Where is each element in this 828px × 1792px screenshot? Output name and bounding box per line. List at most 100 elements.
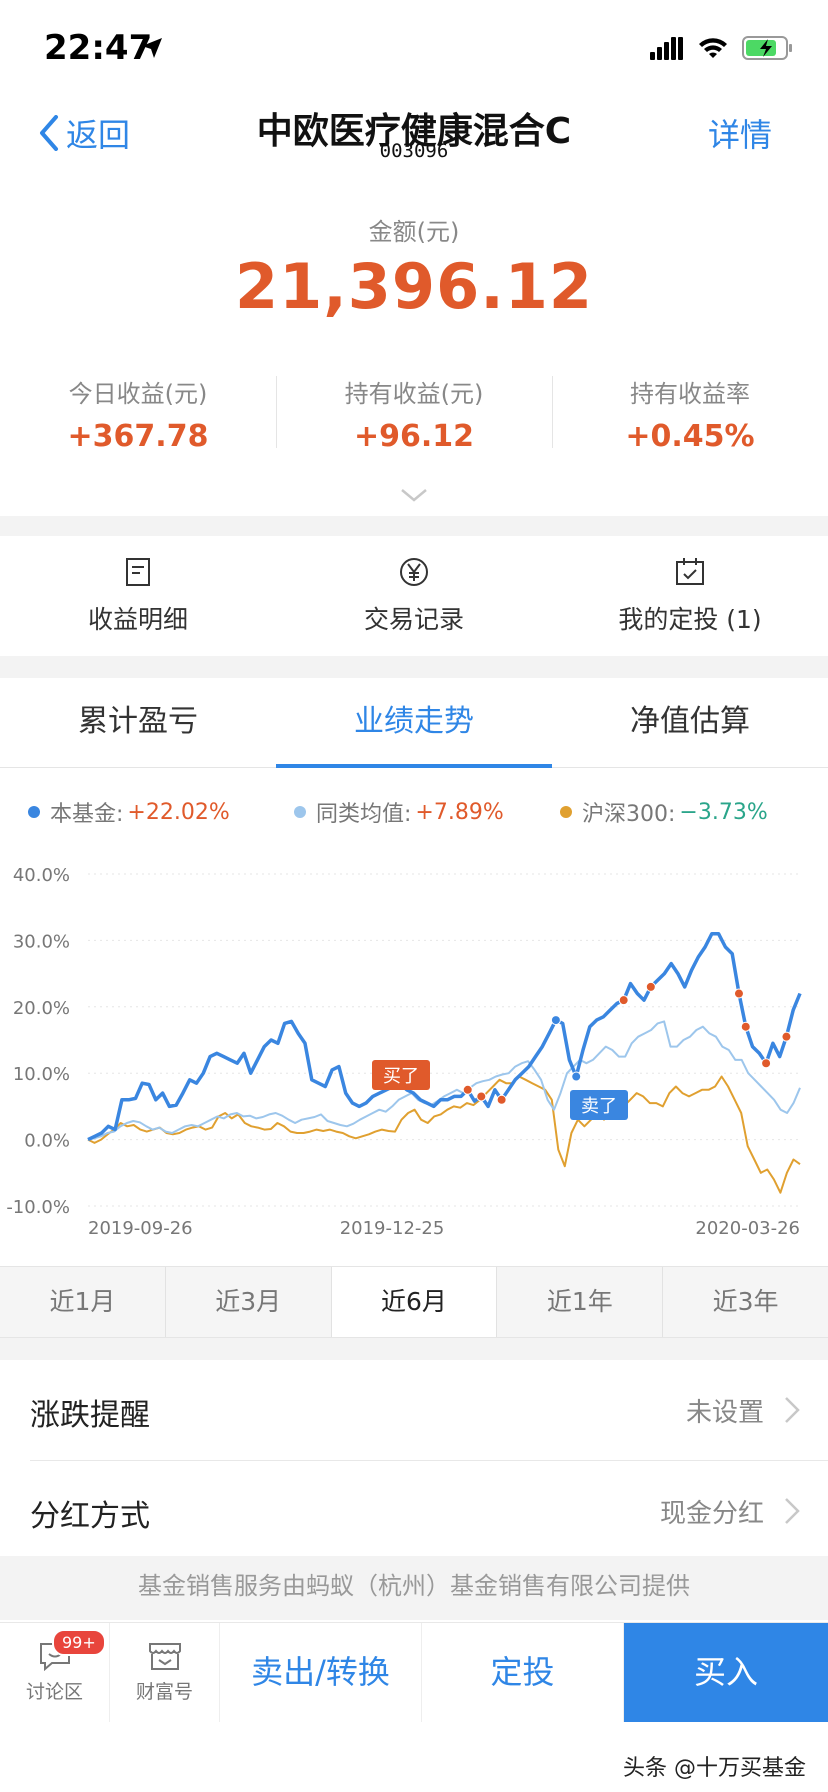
section-gap <box>0 516 828 536</box>
divider <box>30 1460 828 1461</box>
amount-value: 21,396.12 <box>234 250 594 323</box>
y-tick-label: 40.0% <box>13 865 70 886</box>
stat-label: 持有收益率 <box>630 380 750 408</box>
transaction-records-button[interactable]: 交易记录 <box>276 536 552 656</box>
y-tick-label: 0.0% <box>24 1131 70 1152</box>
tab-nav-estimate[interactable]: 净值估算 <box>630 704 750 739</box>
buy-point <box>645 981 656 992</box>
stat-rate: 持有收益率 +0.45% <box>552 370 828 458</box>
location-arrow-icon <box>142 38 162 58</box>
legend-value: +7.89% <box>415 799 504 825</box>
legend-name: 同类均值: <box>316 802 412 827</box>
quick-entries: 收益明细 交易记录 我的定投 (1) <box>0 536 828 656</box>
x-tick-label: 2019-12-25 <box>340 1218 445 1239</box>
range-6m[interactable]: 近6月 <box>331 1267 498 1337</box>
calendar-icon <box>676 558 704 585</box>
row-value: 现金分红 <box>659 1499 764 1529</box>
bottom-action-bar: 99+ 讨论区 财富号 卖出/转换 定投 买入 <box>0 1622 828 1722</box>
watermark: 头条 @十万买基金 <box>623 1756 806 1781</box>
quick-label: 交易记录 <box>363 605 464 634</box>
legend-value: +22.02% <box>127 799 230 825</box>
fund-code: 003096 <box>379 140 449 162</box>
quick-label: 收益明细 <box>87 605 188 634</box>
navigation-bar: 返回 中欧医疗健康混合C 003096 详情 <box>0 96 828 192</box>
performance-chart-svg: 40.0% 30.0% 20.0% 10.0% 0.0% -10.0% 2019-09-26… <box>6 865 802 1239</box>
earnings-detail-button[interactable]: 收益明细 <box>0 536 276 656</box>
price-alert-row[interactable]: 涨跌提醒 未设置 <box>0 1360 828 1460</box>
legend-name: 沪深300: <box>582 802 676 827</box>
amount-label: 金额(元) <box>368 218 460 246</box>
y-tick-label: 30.0% <box>13 931 70 952</box>
legend-item-fund: 本基金: +22.02% <box>28 796 230 828</box>
discussion-button[interactable]: 99+ 讨论区 <box>0 1623 110 1722</box>
stat-value: +0.45% <box>625 419 755 454</box>
range-1m[interactable]: 近1月 <box>0 1267 166 1337</box>
document-icon <box>126 558 150 586</box>
range-3y[interactable]: 近3年 <box>712 1287 779 1316</box>
buy-point <box>781 1031 792 1042</box>
range-1y[interactable]: 近1年 <box>497 1267 664 1337</box>
series-line-peer-average <box>87 1020 801 1141</box>
battery-charging-icon <box>742 36 792 60</box>
legend-item-csi300: 沪深300: −3.73% <box>560 796 768 828</box>
tab-cumulative-pnl[interactable]: 累计盈亏 <box>78 704 198 739</box>
legend-value: −3.73% <box>679 799 768 825</box>
detail-button[interactable]: 详情 <box>707 116 772 154</box>
expand-chevron-icon[interactable] <box>398 486 430 504</box>
status-bar: 22:47 <box>0 0 828 96</box>
sales-service-note: 基金销售服务由蚂蚁（杭州）基金销售有限公司提供 <box>0 1556 828 1620</box>
x-tick-label: 2019-09-26 <box>88 1218 193 1239</box>
buy-point <box>496 1094 507 1105</box>
section-gap <box>0 1338 828 1360</box>
dividend-method-row[interactable]: 分红方式 现金分红 <box>0 1461 828 1561</box>
buy-button[interactable]: 买入 <box>624 1623 828 1722</box>
stat-value: +367.78 <box>67 419 209 454</box>
buy-marker-flag <box>372 1060 430 1090</box>
status-time: 22:47 <box>44 28 153 68</box>
status-indicators <box>650 30 794 66</box>
y-tick-label: 10.0% <box>13 1064 70 1085</box>
y-tick-label: -10.0% <box>6 1197 70 1218</box>
my-fixed-investment-button[interactable]: 我的定投 (1) <box>552 536 828 656</box>
legend-dot <box>294 806 306 818</box>
buy-point <box>618 995 629 1006</box>
sell-convert-button[interactable]: 卖出/转换 <box>220 1623 422 1722</box>
row-label: 涨跌提醒 <box>30 1398 150 1433</box>
y-tick-label: 20.0% <box>13 998 70 1019</box>
tab-performance[interactable]: 业绩走势 <box>276 678 552 768</box>
range-selector: 近1月 近3月 近6月 近1年 近3年 <box>0 1266 828 1338</box>
sell-marker-label: 卖了 <box>581 1096 617 1117</box>
stat-value: +96.12 <box>353 419 475 454</box>
wealth-account-button[interactable]: 财富号 <box>110 1623 220 1722</box>
x-tick-label: 2020-03-26 <box>695 1218 800 1239</box>
sell-point <box>550 1015 561 1026</box>
back-label: 返回 <box>66 116 131 154</box>
stat-today: 今日收益(元) +367.78 <box>0 370 276 458</box>
section-gap <box>0 656 828 678</box>
chart-tabs: 累计盈亏 业绩走势 净值估算 <box>0 678 828 768</box>
series-line-csi300 <box>87 1075 801 1194</box>
quick-label: 我的定投 (1) <box>618 605 762 634</box>
back-button[interactable]: 返回 <box>38 110 130 156</box>
chart-legend: 本基金: +22.02% 同类均值: +7.89% 沪深300: −3.73% <box>0 796 828 828</box>
buy-point <box>462 1084 473 1095</box>
discussion-label: 讨论区 <box>25 1681 83 1703</box>
range-3m[interactable]: 近3月 <box>166 1267 332 1337</box>
fixed-investment-button[interactable]: 定投 <box>422 1623 624 1722</box>
store-icon <box>148 1643 181 1670</box>
buy-point <box>761 1058 772 1069</box>
legend-name: 本基金: <box>50 802 124 827</box>
wealth-label: 财富号 <box>135 1681 193 1703</box>
fund-title: 中欧医疗健康混合C <box>256 111 572 152</box>
legend-dot <box>560 806 572 818</box>
cellular-signal-icon <box>650 37 683 60</box>
performance-chart[interactable]: 40.0% 30.0% 20.0% 10.0% 0.0% -10.0% 2019-09-26… <box>0 850 828 1240</box>
notification-badge: 99+ <box>52 1629 106 1656</box>
earnings-stats: 今日收益(元) +367.78 持有收益(元) +96.12 持有收益率 +0.… <box>0 370 828 458</box>
series-line-fund <box>87 932 802 1142</box>
stat-label: 今日收益(元) <box>68 380 208 408</box>
yuan-icon <box>400 558 428 586</box>
sell-point <box>571 1071 582 1082</box>
row-value: 未设置 <box>685 1398 764 1428</box>
legend-item-peer-average: 同类均值: +7.89% <box>294 796 504 828</box>
